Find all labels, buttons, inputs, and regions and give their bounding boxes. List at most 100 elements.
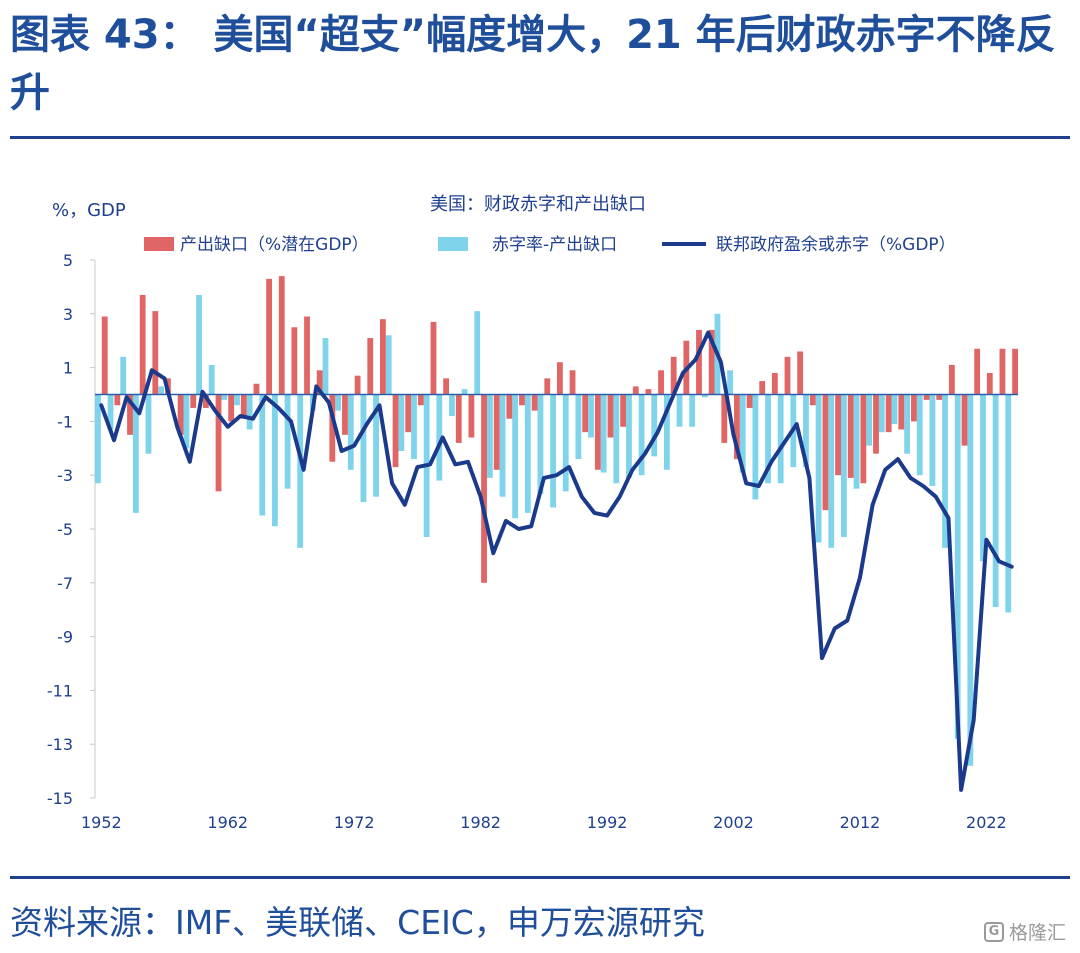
residual-bar [461,389,468,395]
legend-label: 赤字率-产出缺口 [492,235,617,255]
residual-bar [335,394,342,411]
residual-bar [853,394,860,489]
residual-bar [145,394,152,454]
residual-bar [385,335,392,395]
residual-bar [663,394,670,470]
residual-bar [878,394,885,433]
output-gap-bar [481,394,487,583]
output-gap-bar [645,389,652,395]
legend-label: 产出缺口（%潜在GDP） [180,235,369,255]
output-gap-bar [936,394,943,400]
output-gap-bar [860,394,867,484]
output-gap-bars [101,276,1018,583]
output-gap-bar [291,327,298,395]
residual-bar [512,394,519,519]
federal-balance-line [99,330,1014,792]
residual-bar [474,311,481,395]
output-gap-bar [417,394,424,406]
y-axis-label: %，GDP [52,200,126,221]
legend-label: 联邦政府盈余或赤字（%GDP） [716,235,956,255]
residual-bar [259,394,266,516]
legend-swatch [144,237,174,251]
output-gap-bar [607,394,614,438]
output-gap-bar [696,329,702,395]
residual-bar [1005,394,1012,613]
residual-bar [739,394,746,473]
x-tick-label: 1992 [587,813,628,832]
residual-bar [562,394,569,492]
output-gap-bar [443,378,450,395]
y-tick-label: 3 [63,305,73,324]
output-gap-bar [594,394,601,470]
residual-bar [436,394,443,481]
residual-bar [689,394,696,427]
output-gap-bar [986,372,993,395]
residual-bar [613,394,620,484]
residual-bar [828,394,835,548]
output-gap-bar [784,356,791,395]
residual-bar [777,394,784,484]
y-tick-label: 5 [63,251,73,270]
residual-bar [904,394,911,454]
output-gap-bar [240,394,247,419]
chart: 美国：财政赤字和产出缺口 %，GDP 产出缺口（%潜在GDP） 赤字率-产出缺口 联… [47,194,1018,832]
residual-bar [398,394,405,451]
output-gap-bar [101,316,108,395]
output-gap-bar [316,370,323,395]
output-gap-bar [266,278,273,395]
residual-bar [272,394,278,527]
output-gap-bar [746,394,753,408]
output-gap-bar [632,386,639,395]
output-gap-bar [1012,348,1018,395]
residual-bar [727,370,734,395]
output-gap-bar [367,338,374,395]
y-axis: 5 3 1 -1 -3 -5 -7 -9 -11 -13 -15 [47,251,96,808]
output-gap-bar [759,381,766,395]
chart-title: 美国：财政赤字和产出缺口 [430,194,646,215]
residual-bar [651,394,658,457]
output-gap-bar [215,394,222,492]
x-tick-label: 2002 [713,813,754,832]
residual-bar [373,394,379,497]
residual-bar [322,338,329,395]
residual-bar [942,394,948,548]
residual-bar [208,364,215,395]
G-logo-icon: G [983,921,1004,942]
residual-bar [954,394,961,739]
residual-bar [600,394,607,473]
residual-bar [676,394,683,427]
residual-bar [107,394,114,430]
output-gap-bar [797,351,804,395]
residual-bar [840,394,847,538]
output-gap-bar [961,394,968,446]
output-gap-bar [873,394,879,454]
residual-bar [486,394,493,478]
y-tick-label: -9 [57,628,73,647]
output-gap-bar [658,370,664,395]
output-gap-bar [734,394,740,460]
residual-bar [992,394,999,608]
residual-bar [575,394,582,460]
residual-bar [929,394,936,486]
output-gap-bar [531,394,538,411]
figure-title: 图表 43： 美国“超支”幅度增大，21 年后财政赤字不降反升 [10,12,1056,116]
residual-bar [360,394,367,503]
output-gap-bar [506,394,513,419]
output-gap-bar [885,394,892,433]
output-gap-bar [278,276,285,395]
output-gap-bar [974,348,981,395]
x-tick-label: 1972 [334,813,375,832]
residual-bar [537,394,544,495]
residual-bar [234,394,240,406]
x-tick-label: 2022 [966,813,1007,832]
residual-bar [297,394,304,548]
output-gap-bar [847,394,854,478]
output-gap-bar [569,370,576,395]
residual-bar [449,394,455,417]
residual-bar [588,394,594,438]
output-gap-bar [911,394,917,422]
residual-bar [626,394,632,478]
output-gap-bar [898,394,905,430]
x-axis: 1952 1962 1972 1982 1992 2002 2012 2022 [81,813,1007,832]
output-gap-bar [253,383,260,395]
